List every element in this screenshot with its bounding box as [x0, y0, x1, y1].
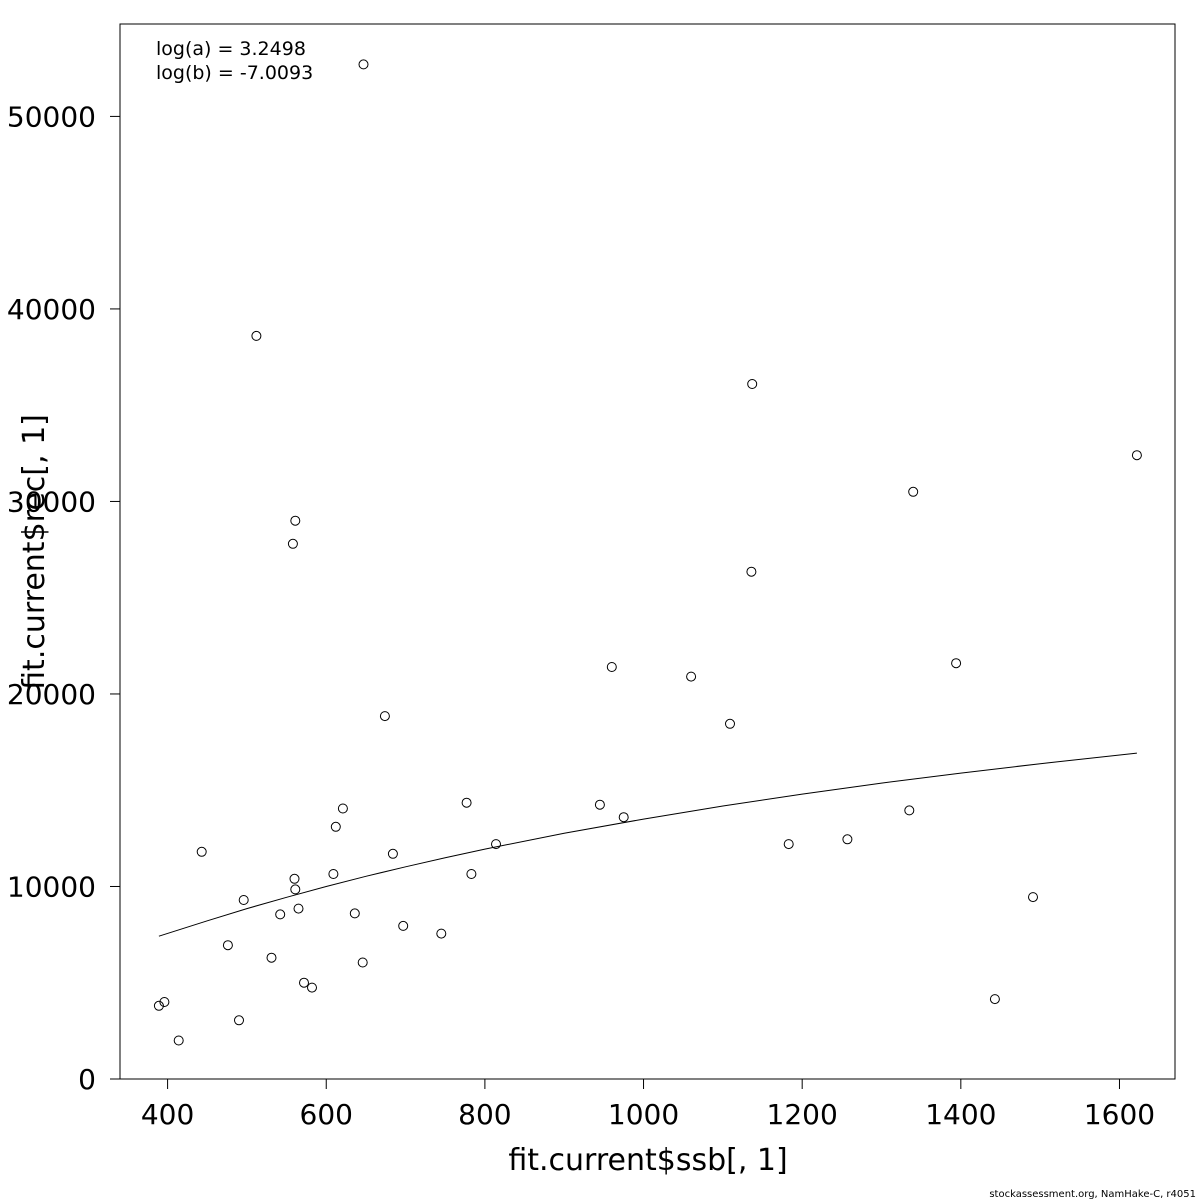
x-axis: 400 600 800 1000 1200 1400 1600 [141, 1078, 1155, 1131]
data-point [747, 379, 758, 389]
data-points [153, 59, 1142, 1046]
data-point [1131, 450, 1142, 461]
y-tick-label: 20000 [7, 678, 96, 711]
data-point [196, 846, 207, 857]
data-point [358, 59, 369, 70]
x-tick-label: 400 [141, 1098, 194, 1131]
y-tick-label: 30000 [7, 485, 96, 518]
x-tick-label: 800 [458, 1098, 511, 1131]
data-point [398, 920, 409, 931]
data-point [290, 884, 301, 895]
data-point [330, 821, 341, 832]
data-point [222, 940, 233, 951]
data-point [238, 895, 249, 905]
data-point [1028, 892, 1038, 903]
data-point [436, 928, 447, 939]
x-tick-label: 1400 [925, 1098, 996, 1131]
data-point [153, 1000, 164, 1011]
data-point [461, 797, 472, 808]
annotation-log-b: log(b) = -7.0093 [156, 62, 313, 84]
y-axis-title: fit.current$rec[, 1] [17, 414, 52, 690]
y-tick-label: 10000 [7, 870, 96, 903]
data-point [618, 812, 629, 823]
data-point [466, 869, 477, 879]
data-point [686, 671, 697, 682]
data-point [275, 909, 286, 920]
data-point [379, 711, 390, 722]
credit-text: stockassessment.org, NamHake-C, r4051 [989, 1189, 1196, 1200]
data-point [357, 957, 368, 968]
data-point [293, 903, 304, 914]
data-point [594, 799, 605, 810]
data-point [491, 839, 501, 850]
y-tick-label: 40000 [7, 293, 96, 326]
fit-curve [158, 752, 1137, 937]
data-point [307, 982, 317, 993]
data-point [287, 538, 298, 549]
data-point [234, 1015, 244, 1026]
data-point [842, 834, 853, 845]
data-point [606, 662, 617, 672]
data-point [251, 330, 262, 341]
data-point [989, 994, 1000, 1005]
annotation-log-a: log(a) = 3.2498 [156, 38, 306, 60]
x-tick-label: 1000 [608, 1098, 679, 1131]
data-point [908, 486, 919, 497]
data-point [266, 952, 277, 963]
data-point [349, 908, 360, 919]
data-point [725, 718, 735, 729]
x-axis-title: fit.current$ssb[, 1] [508, 1143, 787, 1178]
data-point [328, 869, 339, 879]
data-point [951, 658, 962, 669]
x-tick-label: 1600 [1084, 1098, 1155, 1131]
x-tick-label: 1200 [767, 1098, 838, 1131]
data-point [299, 977, 309, 988]
x-tick-label: 600 [300, 1098, 353, 1131]
data-point [173, 1035, 184, 1046]
data-point [783, 839, 794, 850]
y-axis: 0 10000 20000 30000 40000 50000 [7, 100, 121, 1096]
data-point [337, 803, 348, 814]
data-point [387, 848, 398, 859]
data-point [290, 515, 301, 526]
data-point [904, 805, 915, 816]
data-point [289, 873, 300, 884]
plot-frame [119, 23, 1176, 1080]
y-tick-label: 50000 [7, 100, 96, 133]
data-point [746, 566, 757, 577]
data-point [159, 997, 170, 1007]
y-tick-label: 0 [78, 1063, 96, 1096]
